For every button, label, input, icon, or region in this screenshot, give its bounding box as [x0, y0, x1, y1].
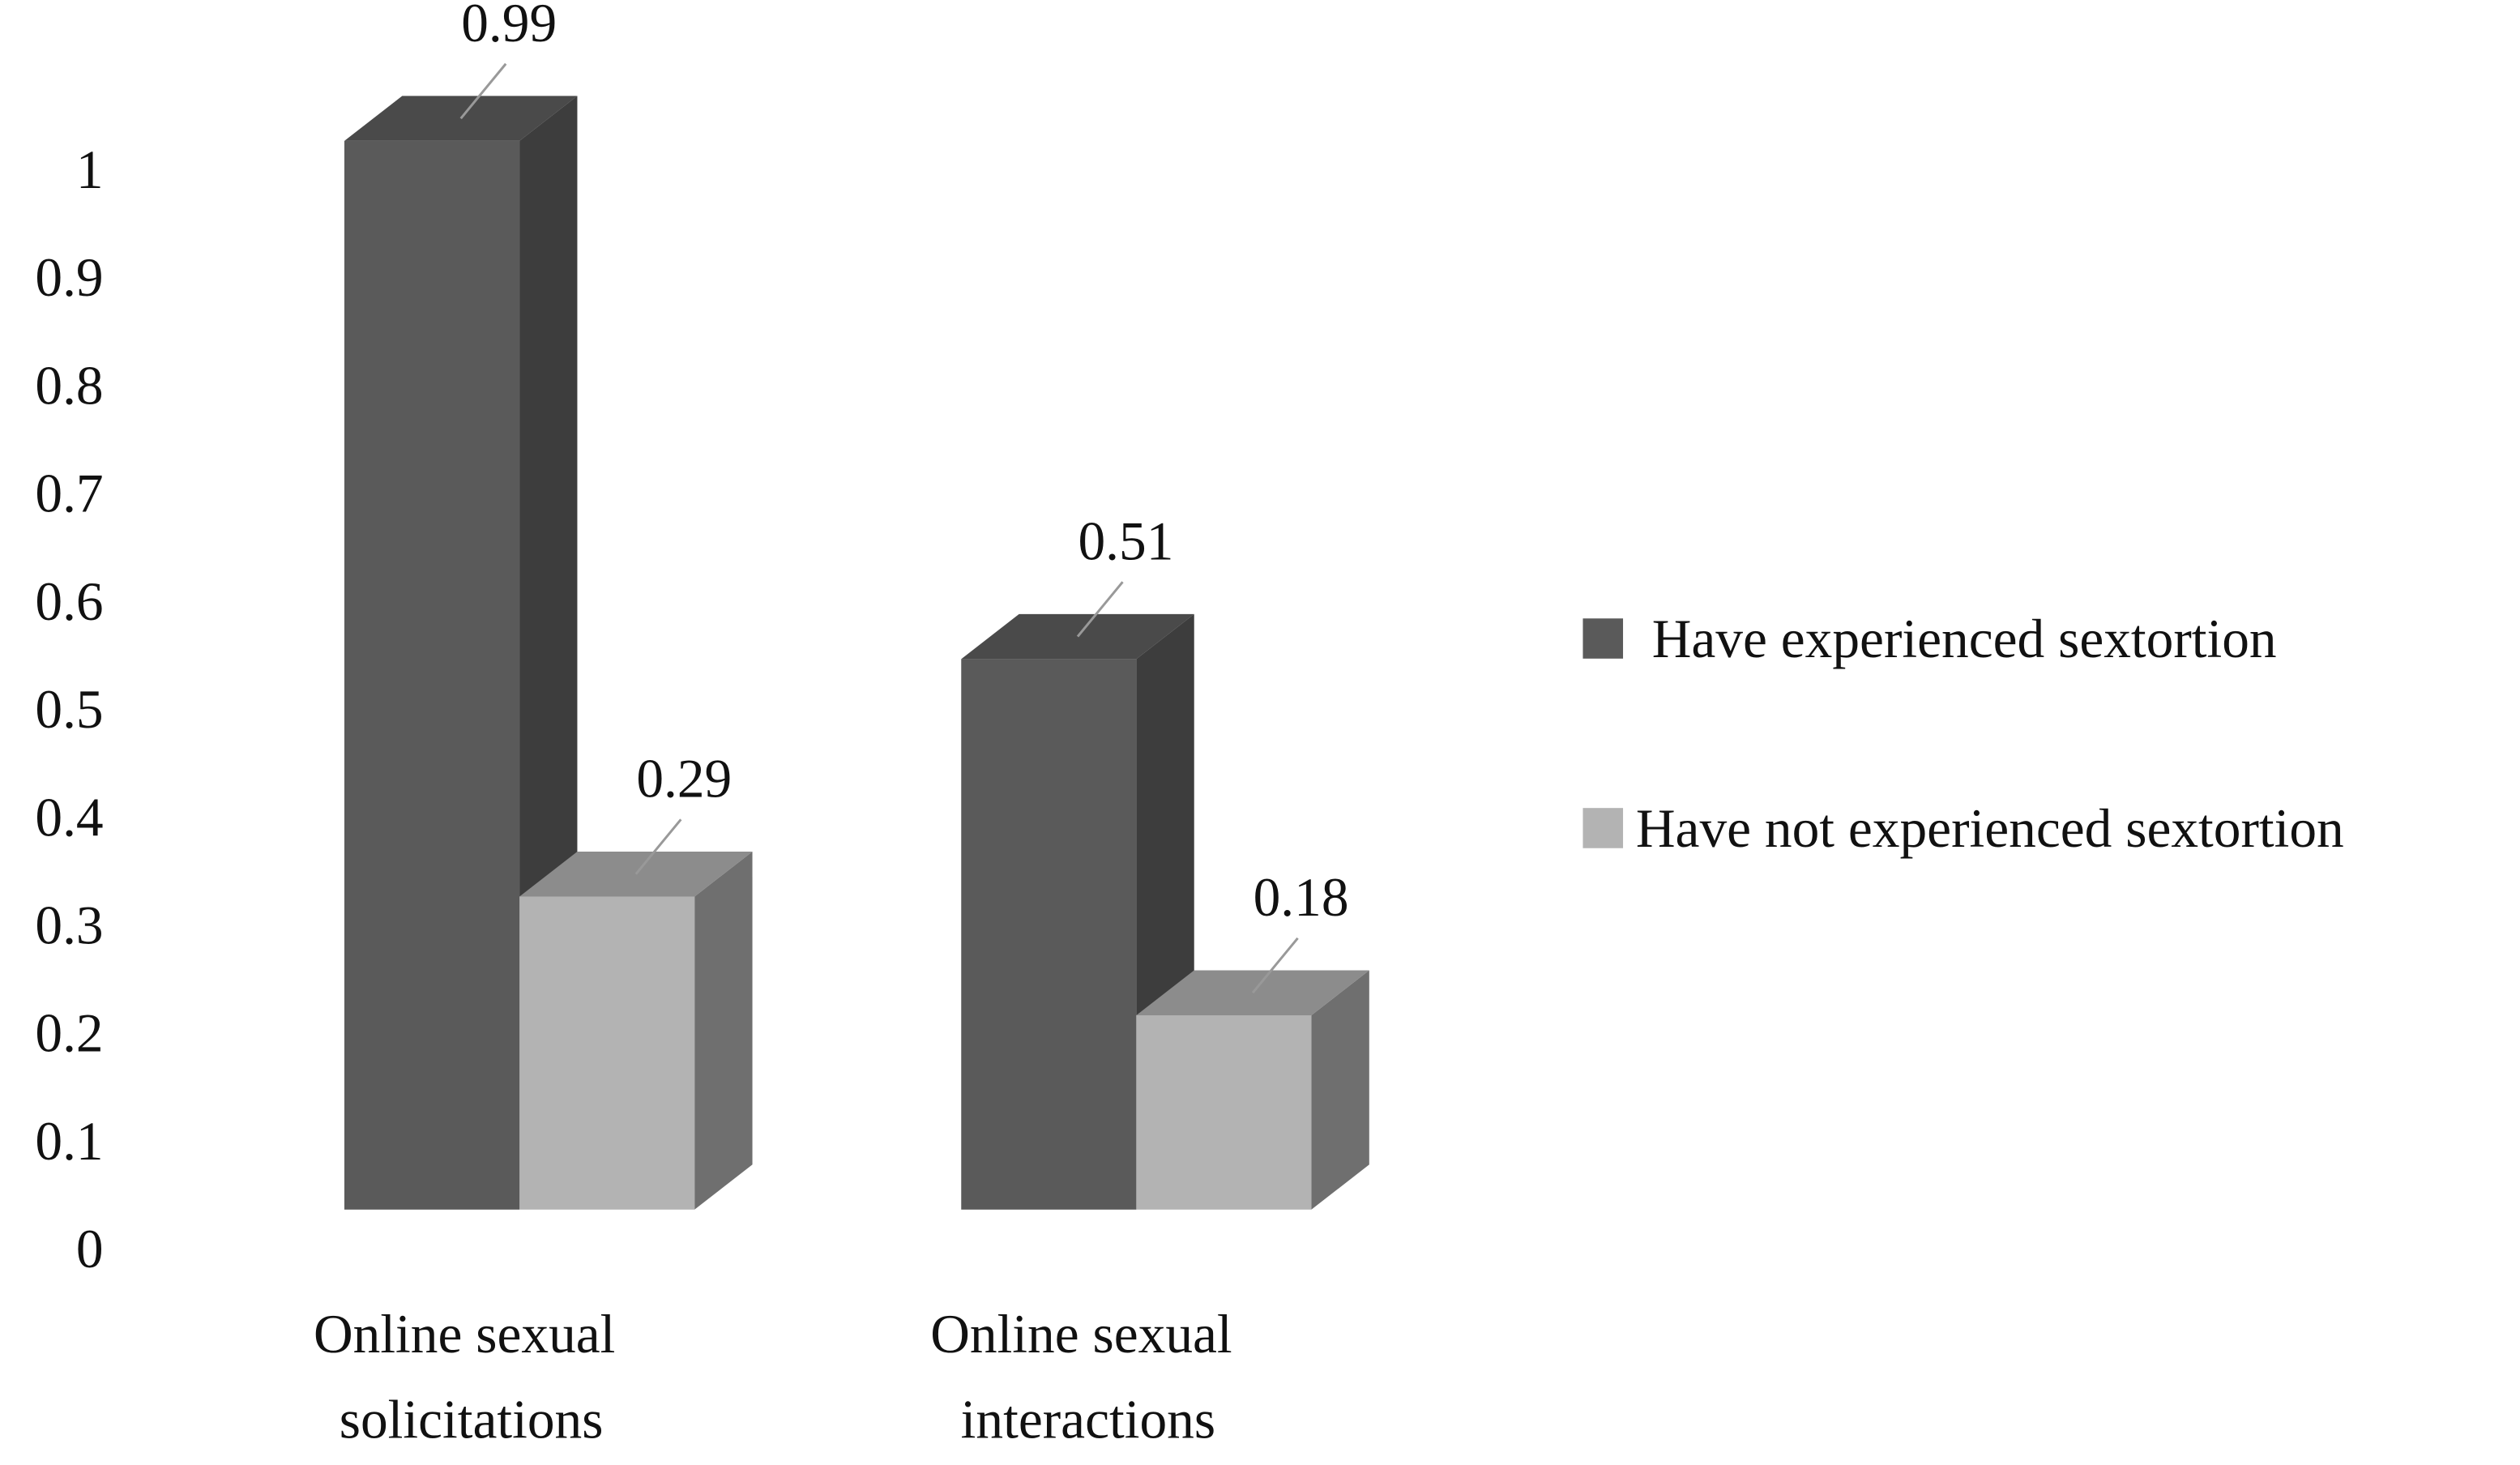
bar-side — [694, 851, 753, 1210]
bar — [519, 851, 753, 1210]
leader-line — [634, 818, 682, 875]
legend-label: Have not experienced sextortion — [1636, 798, 2344, 859]
y-tick-label: 0 — [76, 1219, 104, 1279]
legend-label: Have experienced sextortion — [1652, 609, 2277, 669]
x-tick-label: Online sexual solicitations — [314, 1304, 629, 1450]
bar-top — [344, 96, 578, 141]
y-tick-label: 0.2 — [35, 1003, 103, 1064]
bar-front — [519, 896, 695, 1210]
bar-front — [961, 659, 1137, 1210]
value-label: 0.18 — [1254, 867, 1349, 928]
y-tick-label: 0.3 — [35, 895, 103, 955]
value-label: 0.99 — [461, 0, 557, 53]
y-tick-label: 0.6 — [35, 571, 103, 632]
bar-front — [1136, 1014, 1312, 1210]
bar-top — [519, 851, 753, 897]
bar-front — [344, 140, 520, 1210]
y-tick-label: 0.7 — [35, 463, 103, 524]
y-tick-label: 0.8 — [35, 355, 103, 416]
y-tick-label: 1 — [76, 139, 104, 200]
legend-swatch — [1582, 618, 1624, 659]
legend-swatch — [1582, 808, 1624, 848]
value-label: 0.29 — [636, 749, 732, 809]
value-label: 0.51 — [1078, 510, 1173, 571]
bar-side — [1311, 970, 1369, 1210]
leader-line — [459, 62, 507, 120]
leader-line — [1076, 581, 1124, 638]
x-tick-label: Online sexual interactions — [930, 1304, 1245, 1450]
bar — [1136, 970, 1369, 1210]
leader-line — [1251, 937, 1299, 994]
y-tick-label: 0.4 — [35, 787, 103, 848]
bar-top — [1136, 970, 1369, 1015]
y-tick-label: 0.9 — [35, 247, 103, 308]
y-tick-label: 0.5 — [35, 679, 103, 740]
y-tick-label: 0.1 — [35, 1111, 103, 1172]
